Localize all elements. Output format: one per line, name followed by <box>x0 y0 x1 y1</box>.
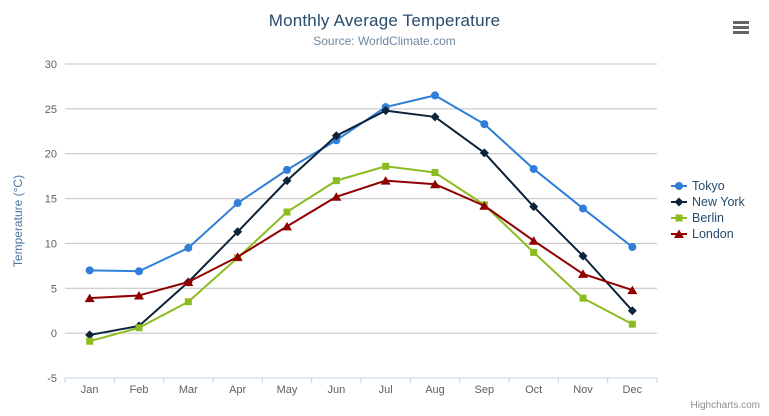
point-tokyo-nov[interactable] <box>579 204 587 213</box>
series-berlin <box>86 162 636 345</box>
series-tokyo <box>85 91 637 276</box>
hamburger-bar <box>733 31 749 34</box>
point-tokyo-dec[interactable] <box>628 243 637 252</box>
point-berlin-jan[interactable] <box>86 337 94 345</box>
point-london-may[interactable] <box>282 221 292 231</box>
point-london-mar[interactable] <box>183 277 194 287</box>
series-line-tokyo <box>88 94 634 273</box>
hamburger-bar <box>733 21 749 24</box>
x-axis-label: Aug <box>425 384 445 396</box>
point-tokyo-jan[interactable] <box>85 266 94 275</box>
point-berlin-may[interactable] <box>283 208 291 216</box>
point-new-york-jan[interactable] <box>85 330 95 340</box>
point-tokyo-oct[interactable] <box>529 164 538 173</box>
x-axis-label: Oct <box>525 384 542 396</box>
point-berlin-jun[interactable] <box>332 177 340 185</box>
series-line-new-york <box>88 109 634 336</box>
legend-item-london[interactable]: London <box>671 226 745 242</box>
point-london-feb[interactable] <box>134 290 144 300</box>
y-axis-tick-label: -5 <box>47 373 57 385</box>
y-axis-tick-label: 5 <box>51 283 57 295</box>
series-london <box>84 176 638 303</box>
point-new-york-dec[interactable] <box>627 306 637 316</box>
point-tokyo-aug[interactable] <box>431 91 439 100</box>
point-tokyo-may[interactable] <box>283 165 291 174</box>
point-new-york-apr[interactable] <box>233 227 243 237</box>
point-berlin-dec[interactable] <box>628 320 636 328</box>
point-berlin-nov[interactable] <box>579 294 587 302</box>
point-new-york-aug[interactable] <box>430 112 440 122</box>
legend-marker-triangle-icon <box>671 229 687 238</box>
legend-marker-circle-icon <box>671 182 687 190</box>
x-axis-label: Mar <box>179 384 198 396</box>
legend-marker-symbol <box>675 214 683 222</box>
legend-item-new-york[interactable]: New York <box>671 194 745 210</box>
x-axis-label: Sep <box>475 384 495 396</box>
legend-item-tokyo[interactable]: Tokyo <box>671 178 745 194</box>
point-new-york-oct[interactable] <box>529 202 539 212</box>
legend-marker-square-icon <box>671 214 687 222</box>
y-axis-tick-label: 25 <box>45 104 57 116</box>
legend-marker-symbol <box>675 182 683 190</box>
y-axis-tick-label: 30 <box>45 59 57 71</box>
x-axis-label: May <box>277 384 298 396</box>
y-axis-title: Temperature (°C) <box>11 175 25 267</box>
point-berlin-oct[interactable] <box>530 248 538 256</box>
legend-label: Tokyo <box>692 179 725 193</box>
y-axis-tick-label: 10 <box>45 238 57 250</box>
point-london-jan[interactable] <box>84 293 95 303</box>
legend-label: New York <box>692 195 745 209</box>
series-line-london <box>88 179 634 300</box>
x-axis-label: Feb <box>130 384 149 396</box>
point-london-apr[interactable] <box>232 252 243 261</box>
chart-subtitle: Source: WorldClimate.com <box>313 34 456 48</box>
legend-marker-symbol <box>674 197 684 207</box>
chart-title: Monthly Average Temperature <box>268 11 501 30</box>
point-berlin-aug[interactable] <box>431 169 439 177</box>
hamburger-bar <box>733 26 749 29</box>
series-line-berlin <box>88 165 634 343</box>
x-axis-label: Jul <box>379 384 393 396</box>
legend-item-berlin[interactable]: Berlin <box>671 210 745 226</box>
y-axis-tick-label: 20 <box>45 149 57 161</box>
legend-marker-symbol <box>674 229 684 238</box>
legend-label: Berlin <box>692 211 724 225</box>
point-new-york-may[interactable] <box>282 176 292 186</box>
point-berlin-feb[interactable] <box>135 324 143 332</box>
point-new-york-nov[interactable] <box>578 251 588 261</box>
legend: Tokyo New York Berlin London <box>671 178 745 242</box>
x-axis-label: Nov <box>573 384 593 396</box>
point-berlin-mar[interactable] <box>184 298 192 306</box>
point-new-york-jul[interactable] <box>381 106 391 116</box>
series-new-york <box>85 106 637 340</box>
point-berlin-jul[interactable] <box>382 162 390 170</box>
point-london-dec[interactable] <box>627 285 638 295</box>
x-axis-label: Jun <box>327 384 345 396</box>
hamburger-icon[interactable] <box>733 21 749 34</box>
point-new-york-sep[interactable] <box>479 148 489 158</box>
point-london-jun[interactable] <box>331 192 342 201</box>
point-tokyo-feb[interactable] <box>135 267 143 276</box>
x-axis-label: Dec <box>623 384 643 396</box>
point-london-aug[interactable] <box>430 179 440 189</box>
y-axis-tick-label: 0 <box>51 328 57 340</box>
point-tokyo-apr[interactable] <box>233 199 242 208</box>
point-london-nov[interactable] <box>578 269 588 278</box>
point-new-york-jun[interactable] <box>331 131 341 141</box>
point-london-oct[interactable] <box>528 236 539 245</box>
point-london-jul[interactable] <box>380 176 391 185</box>
y-axis-tick-label: 15 <box>45 194 57 206</box>
highcharts-credit-link[interactable]: Highcharts.com <box>690 400 760 411</box>
legend-marker-diamond-icon <box>671 197 687 207</box>
x-axis-label: Apr <box>229 384 246 396</box>
x-axis-label: Jan <box>81 384 99 396</box>
point-tokyo-sep[interactable] <box>480 120 489 129</box>
point-london-sep[interactable] <box>479 201 490 210</box>
legend-label: London <box>692 227 734 241</box>
point-tokyo-mar[interactable] <box>184 243 193 252</box>
